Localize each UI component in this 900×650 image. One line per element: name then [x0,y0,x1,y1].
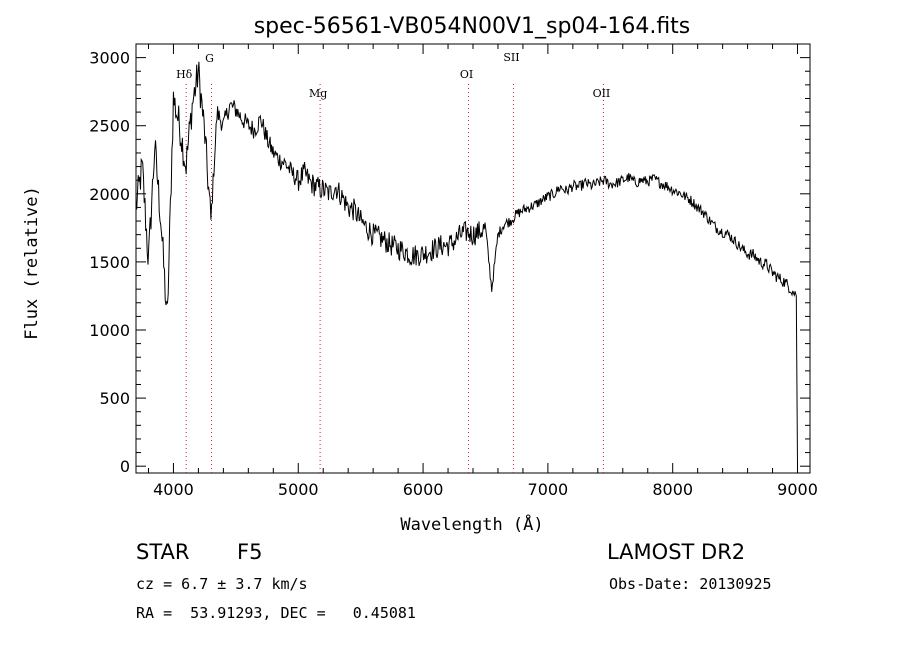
line-marker-label: OI [460,68,473,81]
x-tick-label: 8000 [652,480,693,499]
line-marker-label: G [205,52,214,65]
line-marker-label: Hδ [176,68,193,81]
y-axis-label: Flux (relative) [22,186,42,340]
coordinates: RA = 53.91293, DEC = 0.45081 [136,604,416,622]
x-tick-label: 7000 [528,480,569,499]
y-tick-label: 500 [99,389,130,408]
y-tick-label: 2500 [89,117,130,136]
spectral-subclass: F5 [237,540,263,564]
line-markers: Hδ G Mg OI SII OII [176,51,610,473]
y-tick-label: 1500 [89,253,130,272]
line-marker-label: OII [593,87,611,100]
y-tick-label: 1000 [89,321,130,340]
line-marker-label: SII [503,51,519,64]
chart-title: spec-56561-VB054N00V1_sp04-164.fits [254,14,691,39]
plot-border [135,43,811,474]
x-tick-label: 5000 [278,480,319,499]
y-tick-label: 0 [120,457,130,476]
x-axis: 4000 5000 6000 7000 8000 9000 [147,44,818,499]
survey-name: LAMOST DR2 [607,540,746,564]
y-tick-label: 2000 [89,185,130,204]
line-marker-label: Mg [309,87,327,100]
x-axis-label: Wavelength (Å) [400,513,543,535]
y-axis: 0 500 1000 1500 2000 2500 3000 [89,49,810,476]
x-tick-label: 6000 [403,480,444,499]
x-tick-label: 9000 [777,480,818,499]
spectrum-line [135,61,798,467]
object-class: STAR [136,540,190,564]
redshift-velocity: cz = 6.7 ± 3.7 km/s [136,575,308,593]
plot-area [135,43,811,474]
y-tick-label: 3000 [89,49,130,68]
observation-date: Obs-Date: 20130925 [609,575,772,593]
x-tick-label: 4000 [153,480,194,499]
spectrum-line-layer [135,61,798,467]
